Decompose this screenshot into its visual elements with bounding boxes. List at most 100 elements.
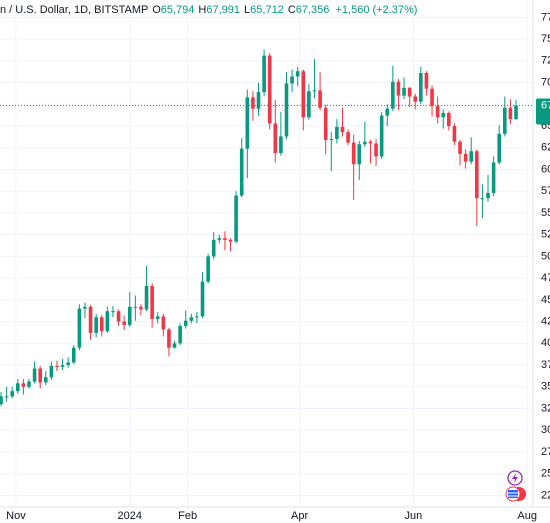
candle-body — [413, 96, 418, 102]
candle-body — [267, 55, 272, 124]
candle-body — [491, 162, 496, 193]
candle-body — [234, 195, 238, 242]
candles — [0, 49, 518, 406]
candle-body — [77, 308, 82, 348]
y-tick-label: 55000 — [541, 207, 550, 219]
y-tick-label: 45000 — [541, 294, 550, 306]
candle-body — [206, 256, 210, 282]
ohlc-key: H — [198, 4, 207, 16]
candle-body — [346, 132, 350, 143]
y-tick-label: 60000 — [541, 163, 550, 175]
x-tick-label: Feb — [178, 510, 197, 522]
y-tick-label: 27500 — [541, 446, 550, 458]
candle-body — [340, 126, 345, 133]
candle-body — [32, 368, 37, 382]
x-tick-label: Apr — [291, 510, 308, 522]
x-tick-label: 2024 — [118, 510, 142, 522]
candle-body — [379, 115, 384, 157]
candle-body — [99, 317, 104, 332]
candle-body — [402, 87, 406, 96]
candle-body — [83, 306, 87, 309]
legend-header: n / U.S. Dollar, 1D, BITSTAMP O65,794 H67… — [0, 4, 420, 16]
y-tick-label: 57500 — [541, 185, 550, 197]
grid — [0, 0, 533, 507]
y-tick-label: 70000 — [541, 76, 550, 88]
candle-body — [273, 123, 278, 153]
candle-body — [172, 343, 177, 348]
y-tick-label: 40000 — [541, 337, 550, 349]
candle-body — [351, 142, 356, 165]
candle-body — [178, 325, 182, 344]
candle-body — [71, 347, 76, 363]
y-tick-label: 50000 — [541, 250, 550, 262]
candle-body — [486, 192, 490, 199]
candle-body — [94, 317, 98, 333]
candle-body — [290, 76, 294, 84]
candle-body — [329, 139, 334, 141]
candle-body — [150, 285, 154, 319]
candle-body — [312, 90, 317, 92]
candle-body — [239, 148, 244, 196]
candle-body — [508, 107, 513, 120]
candle-body — [139, 306, 143, 310]
candle-body — [301, 71, 306, 118]
x-tick-label: Jun — [404, 510, 422, 522]
candle-body — [419, 73, 423, 102]
candle-body — [55, 365, 59, 367]
candle-body — [38, 368, 42, 383]
candle-body — [223, 238, 227, 240]
candle-body — [374, 143, 378, 157]
candle-body — [105, 311, 110, 332]
candle-body — [295, 71, 300, 77]
y-tick-label: 35000 — [541, 381, 550, 393]
candle-body — [111, 311, 115, 313]
y-tick-label: 72500 — [541, 55, 550, 67]
last-price-label: 67356 — [541, 99, 550, 111]
ohlc-value: 67,356 — [295, 4, 330, 16]
candle-body — [116, 311, 121, 322]
flag-icon — [508, 490, 518, 498]
candle-body — [133, 306, 138, 308]
candle-body — [144, 285, 149, 310]
candle-body — [385, 108, 390, 116]
y-tick-label: 37500 — [541, 359, 550, 371]
candle-body — [430, 88, 434, 107]
candle-body — [27, 381, 31, 387]
candle-body — [43, 377, 48, 383]
candle-body — [363, 141, 367, 145]
candle-body — [21, 383, 26, 387]
ohlc-values: O65,794 H67,991 L65,712 C67,356 — [151, 4, 332, 16]
y-tick-label: 30000 — [541, 424, 550, 436]
y-tick-label: 42500 — [541, 316, 550, 328]
ohlc-key: O — [152, 4, 161, 16]
candle-body — [279, 136, 283, 153]
x-tick-label: Nov — [6, 510, 26, 522]
candle-body — [15, 383, 20, 392]
y-tick-label: 25000 — [541, 468, 550, 480]
alert-bolt — [512, 473, 518, 483]
ohlc-value: 65,794 — [160, 4, 195, 16]
candle-body — [480, 198, 485, 200]
candle-body — [189, 317, 194, 321]
last-price-box — [536, 98, 550, 125]
y-tick-label: 75000 — [541, 33, 550, 45]
y-tick-label: 65000 — [541, 120, 550, 132]
candle-body — [452, 126, 457, 142]
candle-body — [447, 112, 451, 127]
change-value: +1,560 (+2.37%) — [335, 4, 418, 16]
y-tick-label: 77500 — [541, 11, 550, 23]
y-tick-label: 22500 — [541, 489, 550, 501]
symbol-title: n / U.S. Dollar, 1D, BITSTAMP — [0, 4, 149, 16]
candle-body — [441, 112, 446, 118]
candle-body — [396, 81, 401, 96]
y-tick-label: 47500 — [541, 272, 550, 284]
candle-body — [256, 92, 261, 109]
candle-body — [514, 105, 518, 120]
candle-body — [60, 365, 65, 367]
y-tick-label: 52500 — [541, 229, 550, 241]
candle-body — [458, 141, 462, 154]
icons — [505, 470, 526, 502]
